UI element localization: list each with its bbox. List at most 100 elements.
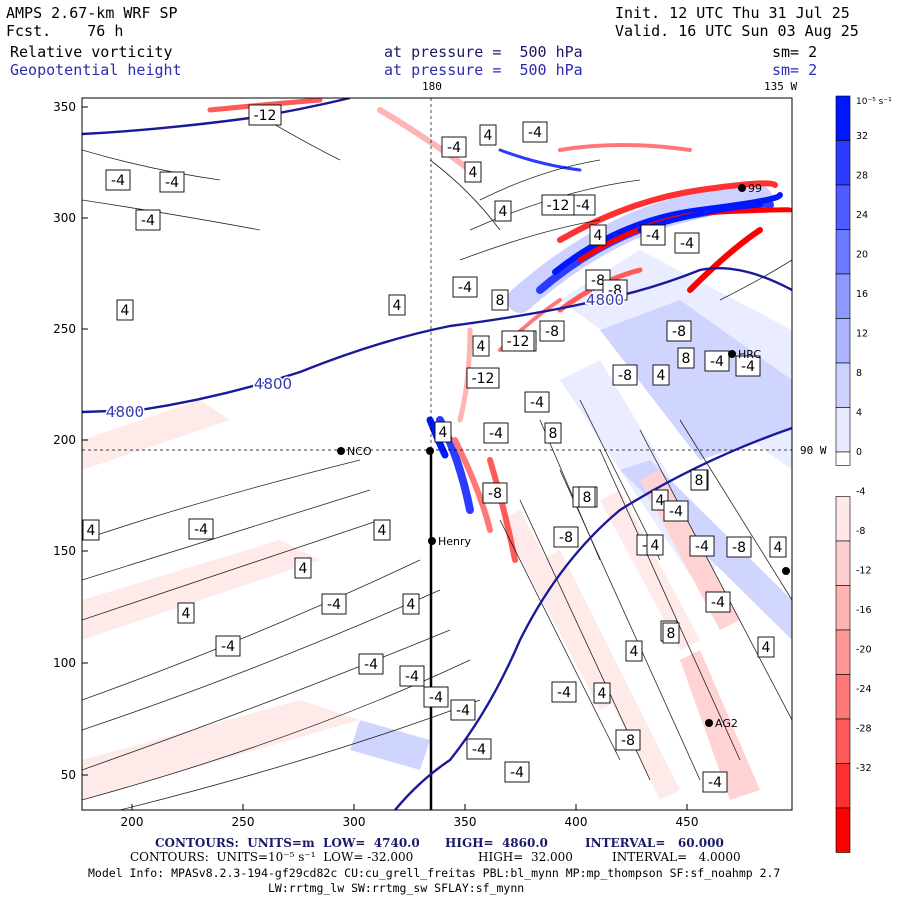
contour-label: -4 [674, 232, 700, 254]
colorbar-label: 0 [856, 447, 862, 458]
colorbar-swatch [835, 807, 851, 853]
svg-text:-12: -12 [507, 334, 530, 350]
contour-label: 4 [177, 602, 195, 624]
forecast-hour: Fcst. 76 h [6, 22, 124, 40]
svg-text:4: 4 [762, 640, 771, 656]
contour-label: 4 [625, 640, 643, 662]
x-tick-label: 200 [121, 815, 144, 829]
colorbar-swatch [835, 318, 851, 364]
colorbar-label: 16 [856, 289, 868, 300]
svg-text:-4: -4 [530, 395, 544, 411]
contour-label: -4 [423, 686, 449, 708]
svg-text:-8: -8 [732, 540, 746, 556]
axis-ticks: 200 250 300 350 400 450 50 100 150 200 250 300 350 [53, 100, 698, 829]
svg-text:-4: -4 [557, 685, 571, 701]
field-vorticity: Relative vorticity [10, 43, 173, 61]
contour-label: -8 [615, 729, 641, 751]
init-time: Init. 12 UTC Thu 31 Jul 25 [615, 4, 850, 22]
colorbar: 10⁻⁵ s⁻¹ 32 28 24 20 16 12 8 4 0 -4 -8 -12 -16 -20 -24 -… [835, 95, 892, 853]
contour-label: -4 [452, 276, 478, 298]
contour-label: -4 [524, 391, 550, 413]
colorbar-swatch [835, 763, 851, 809]
level-geopotential: at pressure = 500 hPa [384, 61, 583, 79]
svg-text:-4: -4 [646, 228, 660, 244]
contour-label: -8 [553, 526, 579, 548]
contour-label: -4 [702, 771, 728, 793]
svg-text:-4: -4 [680, 236, 694, 252]
colorbar-swatch [835, 496, 851, 542]
svg-text:-4: -4 [472, 742, 486, 758]
colorbar-label: -4 [856, 487, 865, 498]
svg-text:-8: -8 [621, 733, 635, 749]
svg-text:4: 4 [393, 298, 402, 314]
y-tick-label: 200 [53, 433, 76, 447]
colorbar-label: 12 [856, 329, 868, 340]
contour-label: -4 [735, 355, 761, 377]
contour-label: -8 [539, 320, 565, 342]
plot-frame [81, 97, 793, 811]
svg-text:4: 4 [477, 339, 486, 355]
colorbar-swatch [835, 184, 851, 230]
colorbar-swatch [835, 362, 851, 408]
x-tick-label: 450 [676, 815, 699, 829]
y-tick-label: 350 [53, 100, 76, 114]
svg-text:-8: -8 [591, 273, 605, 289]
svg-text:-4: -4 [710, 354, 724, 370]
svg-text:-4: -4 [510, 765, 524, 781]
contour-label: 8 [544, 422, 562, 444]
colorbar-label: 32 [856, 131, 868, 142]
contour-label: 4 [402, 593, 420, 615]
colorbar-label: -16 [856, 605, 872, 616]
svg-text:-4: -4 [221, 639, 235, 655]
contour-labels: -12-4-4-4448-44-88-12-4444-4-4-44-8-8-44… [82, 104, 787, 793]
svg-text:4: 4 [121, 303, 130, 319]
svg-text:4: 4 [182, 606, 191, 622]
colorbar-label: -28 [856, 724, 872, 735]
contour-label: 4 [388, 294, 406, 316]
contour-label: 8 [662, 622, 680, 644]
contour-label: -4 [483, 422, 509, 444]
colorbar-label: -20 [856, 645, 872, 656]
colorbar-label: 24 [856, 210, 868, 221]
colorbar-label: -24 [856, 684, 872, 695]
footer-vort-interval: INTERVAL= 4.0000 [612, 850, 741, 864]
svg-text:-4: -4 [456, 703, 470, 719]
contour-label: 8 [677, 347, 695, 369]
svg-text:HRC: HRC [738, 348, 761, 361]
field-geopotential: Geopotential height [10, 61, 182, 79]
level-vorticity: at pressure = 500 hPa [384, 43, 583, 61]
contour-label: 4 [479, 124, 497, 146]
contour-label: -4 [188, 518, 214, 540]
contour-label: -4 [689, 535, 715, 557]
height-labels: 4800 4800 4800 [104, 290, 625, 423]
x-tick-label: 250 [232, 815, 255, 829]
height-contour-label: 4800 [254, 375, 292, 393]
contour-label: -12 [466, 367, 500, 389]
svg-text:4: 4 [299, 561, 308, 577]
contour-label: -12 [248, 104, 282, 126]
contour-label: 4 [434, 421, 452, 443]
colorbar-swatch [835, 629, 851, 675]
colorbar-swatch [835, 140, 851, 186]
lon-label-135w: 135 W [764, 80, 797, 93]
svg-text:4: 4 [469, 165, 478, 181]
footer-model-info-2: LW:rrtmg_lw SW:rrtmg_sw SFLAY:sf_mynn [268, 881, 525, 895]
svg-text:-4: -4 [489, 426, 503, 442]
svg-text:-4: -4 [429, 690, 443, 706]
contour-label: 4 [373, 519, 391, 541]
svg-text:4: 4 [499, 204, 508, 220]
svg-text:8: 8 [695, 473, 704, 489]
contour-label: -8 [726, 536, 752, 558]
contour-label: -4 [399, 665, 425, 687]
colorbar-label: 20 [856, 250, 868, 261]
contour-label: -4 [704, 350, 730, 372]
colorbar-swatch [835, 229, 851, 275]
svg-text:4: 4 [378, 523, 387, 539]
contour-label: -8 [612, 364, 638, 386]
svg-text:8: 8 [583, 490, 592, 506]
svg-text:8: 8 [682, 351, 691, 367]
colorbar-swatch [835, 540, 851, 586]
svg-text:-4: -4 [165, 175, 179, 191]
station-marker [426, 447, 434, 455]
y-tick-label: 50 [61, 768, 76, 782]
